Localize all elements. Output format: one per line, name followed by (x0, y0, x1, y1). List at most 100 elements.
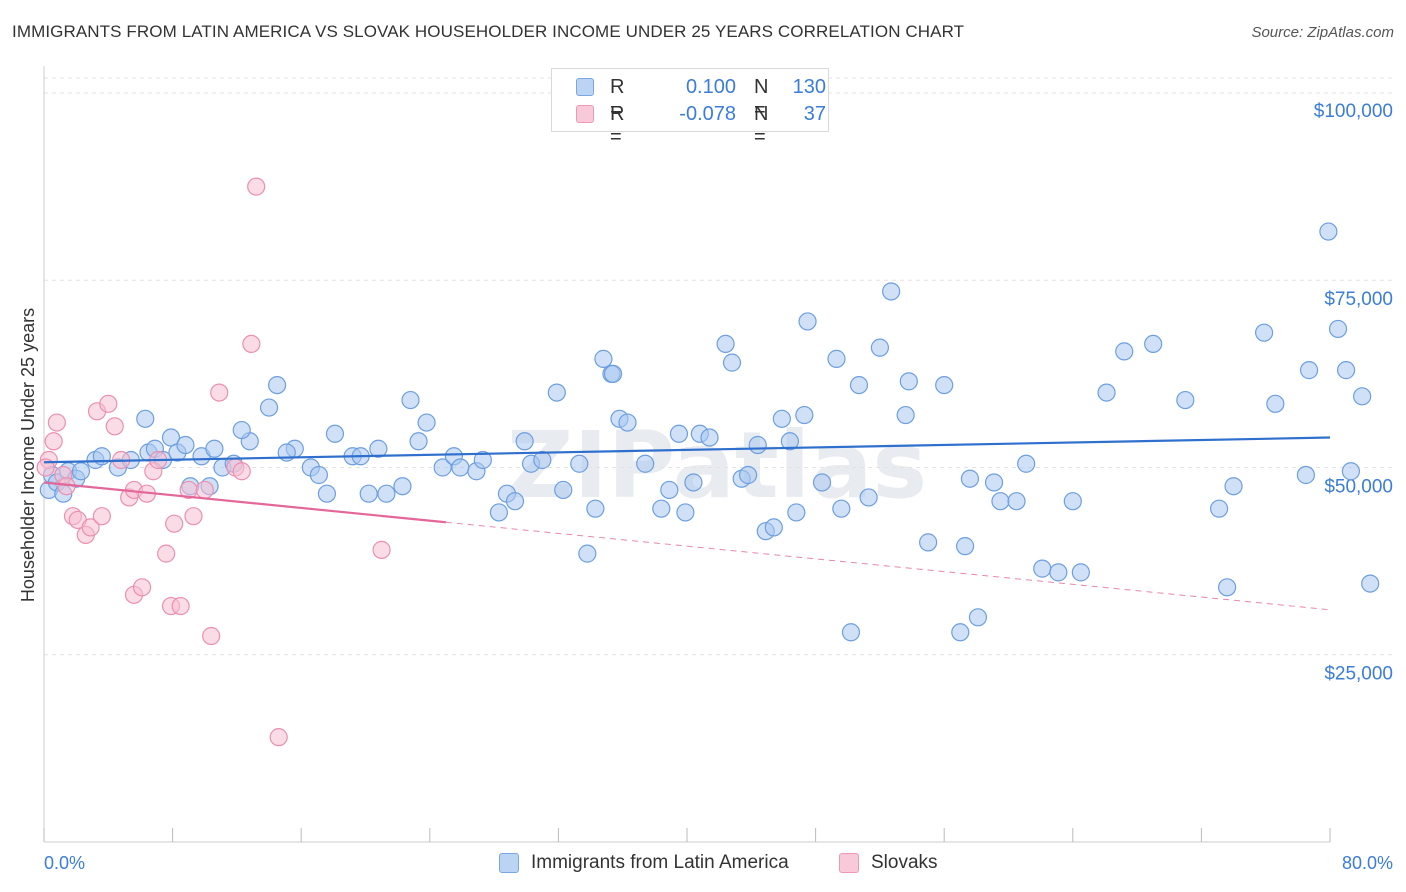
data-point (738, 465, 758, 485)
data-point (1224, 477, 1243, 496)
data-point (1033, 559, 1052, 578)
data-point (433, 458, 452, 477)
data-point (47, 413, 66, 432)
data-point (676, 503, 695, 522)
data-point (1063, 492, 1082, 511)
data-point (1218, 578, 1237, 597)
data-point (1341, 462, 1360, 481)
x-tick-label: 80.0% (1342, 853, 1393, 873)
data-point (955, 537, 975, 556)
data-point (259, 398, 279, 417)
data-point (325, 424, 345, 443)
data-point (652, 499, 671, 518)
data-point (1328, 319, 1348, 339)
data-point (594, 349, 613, 368)
data-point (393, 477, 412, 496)
data-point (1353, 387, 1372, 406)
trend-line-extension (445, 521, 1331, 611)
data-point (951, 623, 970, 642)
legend-r-label: R = (610, 103, 625, 148)
data-point (991, 492, 1010, 511)
data-point (684, 473, 703, 492)
data-point (1209, 499, 1229, 518)
data-point (105, 417, 124, 436)
data-point (195, 480, 214, 500)
data-point (176, 435, 195, 455)
data-point (165, 514, 184, 533)
data-point (722, 353, 742, 372)
data-point (960, 469, 980, 488)
data-point (171, 596, 190, 616)
data-point (533, 450, 552, 470)
data-point (1176, 390, 1195, 410)
data-point (1266, 394, 1285, 413)
data-point (660, 480, 679, 500)
data-point (578, 544, 597, 563)
x-tick-label: 0.0% (44, 853, 85, 873)
data-point (1336, 361, 1356, 380)
data-point (764, 518, 783, 537)
legend-n-label: N = (754, 76, 769, 121)
y-tick-label: $25,000 (1324, 664, 1393, 685)
data-point (1254, 323, 1274, 342)
data-point (798, 312, 817, 331)
data-point (832, 499, 851, 518)
legend-swatch-blue (576, 78, 594, 96)
data-point (547, 383, 566, 402)
data-point (1049, 563, 1068, 582)
data-point (1097, 383, 1116, 402)
data-point (554, 480, 573, 500)
trend-line-latin-america (43, 436, 1331, 464)
data-point (184, 507, 203, 526)
legend-swatch-pink (576, 105, 594, 123)
y-axis-label: Householder Income Under 25 years (18, 308, 38, 602)
data-point (748, 435, 767, 455)
y-tick-label: $100,000 (1314, 101, 1393, 122)
bottom-legend-label: Slovaks (871, 852, 938, 873)
data-point (618, 413, 637, 432)
data-point (247, 177, 266, 196)
data-point (603, 364, 623, 383)
data-point (515, 432, 534, 451)
data-point (1007, 492, 1026, 511)
data-point (417, 413, 436, 432)
data-point (1300, 361, 1319, 380)
data-point (899, 372, 918, 391)
data-point (92, 507, 111, 526)
data-point (505, 492, 525, 511)
data-point (935, 375, 954, 395)
data-point (919, 533, 938, 552)
data-point (489, 503, 509, 522)
data-point (1144, 334, 1163, 354)
data-point (570, 454, 589, 473)
data-point (849, 375, 869, 395)
data-point (317, 484, 337, 503)
data-point (636, 454, 655, 473)
data-point (409, 432, 428, 451)
data-point (870, 338, 890, 357)
data-point (157, 544, 176, 563)
data-point (161, 428, 181, 447)
data-point (71, 462, 91, 481)
data-point (812, 473, 832, 492)
series-latin-america (39, 222, 1380, 642)
data-point (36, 458, 55, 477)
data-point (473, 450, 492, 470)
source-label: Source: ZipAtlas.com (1251, 24, 1394, 41)
data-point (1071, 563, 1090, 582)
legend-r-label: R = (610, 76, 625, 121)
y-tick-label: $75,000 (1324, 289, 1393, 310)
data-point (451, 458, 470, 477)
y-tick-label: $50,000 (1324, 476, 1393, 497)
bottom-legend-swatch-pink (839, 853, 859, 873)
data-point (242, 334, 261, 354)
data-point (372, 540, 391, 559)
legend-n-label: N = (754, 103, 769, 148)
data-point (772, 409, 791, 428)
trend-line-slovaks (43, 481, 446, 524)
correlation-legend: R = 0.100 N = 130 R = -0.078 N = 37 (551, 68, 829, 148)
data-point (586, 499, 605, 518)
data-point (859, 488, 878, 507)
data-point (984, 473, 1004, 492)
